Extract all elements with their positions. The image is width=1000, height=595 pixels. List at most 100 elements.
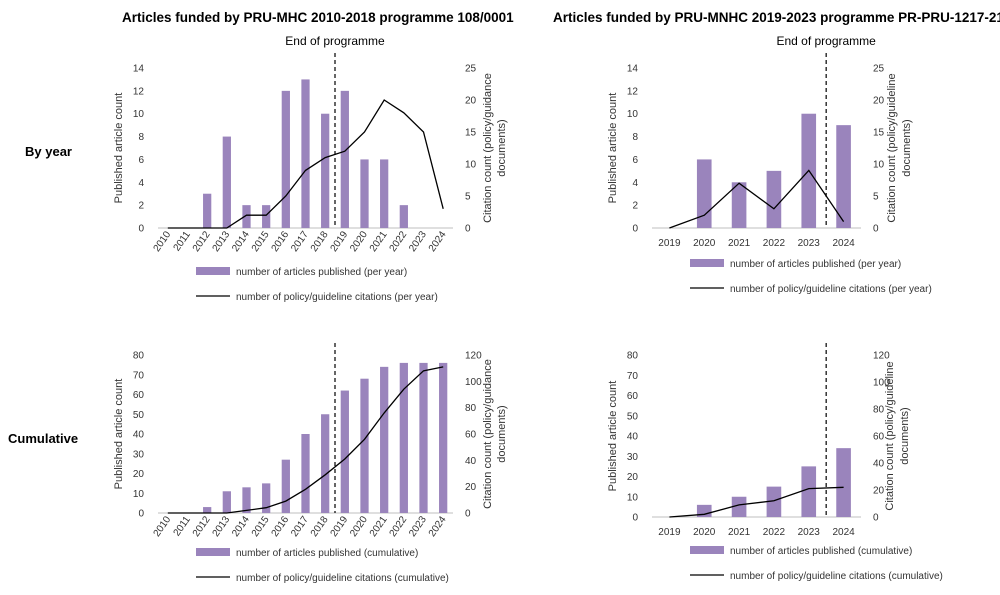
data-bar bbox=[281, 459, 290, 513]
legend-label-line: number of policy/guideline citations (cu… bbox=[730, 571, 943, 582]
data-bar bbox=[222, 136, 231, 228]
x-tick-label: 2021 bbox=[728, 238, 751, 249]
y-tick-label: 20 bbox=[627, 472, 639, 483]
data-bar bbox=[360, 159, 369, 228]
y-tick-label: 10 bbox=[627, 492, 639, 503]
legend-label-bar: number of articles published (cumulative… bbox=[730, 546, 912, 557]
y2-tick-label: 20 bbox=[465, 96, 477, 107]
y2-tick-label: 25 bbox=[873, 64, 885, 75]
y-tick-label: 6 bbox=[632, 155, 638, 166]
y-tick-label: 30 bbox=[627, 452, 639, 463]
data-bar bbox=[380, 366, 389, 513]
y2-tick-label: 80 bbox=[465, 403, 477, 414]
row-label-by-year: By year bbox=[25, 144, 72, 159]
left-column-title: Articles funded by PRU-MHC 2010-2018 pro… bbox=[122, 10, 514, 25]
y2-axis-title-line2: documents) bbox=[901, 119, 913, 176]
data-bar bbox=[380, 159, 389, 228]
y-tick-label: 70 bbox=[627, 371, 639, 382]
y-tick-label: 4 bbox=[138, 178, 144, 189]
y-axis-title: Published article count bbox=[113, 379, 125, 490]
legend-label-bar: number of articles published (cumulative… bbox=[236, 548, 418, 559]
y2-tick-label: 10 bbox=[873, 160, 885, 171]
x-tick-label: 2020 bbox=[693, 527, 716, 538]
x-tick-label: 2024 bbox=[832, 527, 855, 538]
data-bar bbox=[731, 182, 747, 228]
y2-tick-label: 60 bbox=[873, 432, 885, 443]
y-tick-label: 2 bbox=[138, 201, 144, 212]
y-tick-label: 10 bbox=[133, 489, 145, 500]
y2-tick-label: 15 bbox=[465, 128, 477, 139]
data-bar bbox=[242, 205, 251, 228]
y-tick-label: 12 bbox=[133, 86, 145, 97]
data-bar bbox=[340, 390, 349, 513]
row-label-cumulative: Cumulative bbox=[8, 431, 79, 446]
y2-tick-label: 20 bbox=[873, 486, 885, 497]
y-tick-label: 50 bbox=[133, 410, 145, 421]
data-bar bbox=[301, 79, 310, 228]
y2-tick-label: 0 bbox=[873, 513, 879, 524]
y2-axis-title-line1: Citation count (policy/guidance bbox=[482, 359, 494, 509]
data-bar bbox=[836, 125, 851, 228]
data-bar bbox=[262, 483, 271, 513]
x-tick-label: 2022 bbox=[763, 527, 786, 538]
y-tick-label: 60 bbox=[133, 390, 145, 401]
legend-label-line: number of policy/guideline citations (pe… bbox=[730, 284, 932, 295]
y-tick-label: 40 bbox=[627, 432, 639, 443]
data-bar bbox=[696, 159, 712, 228]
y2-tick-label: 20 bbox=[465, 482, 477, 493]
data-bar bbox=[360, 378, 369, 513]
x-tick-label: 2019 bbox=[658, 527, 681, 538]
citation-line bbox=[669, 486, 844, 518]
x-tick-label: 2023 bbox=[798, 238, 821, 249]
data-bar bbox=[281, 90, 290, 228]
y-tick-label: 60 bbox=[627, 391, 639, 402]
y2-tick-label: 100 bbox=[465, 377, 482, 388]
y2-tick-label: 20 bbox=[873, 96, 885, 107]
citation-line bbox=[669, 169, 845, 229]
legend-label-bar: number of articles published (per year) bbox=[730, 259, 901, 270]
y-tick-label: 10 bbox=[627, 109, 639, 120]
legend-label-line: number of policy/guideline citations (pe… bbox=[236, 292, 438, 303]
y-axis-title: Published article count bbox=[607, 93, 619, 204]
y-tick-label: 4 bbox=[632, 178, 638, 189]
legend-swatch-bar bbox=[196, 267, 230, 275]
y2-tick-label: 15 bbox=[873, 128, 885, 139]
data-bar bbox=[242, 487, 251, 513]
data-bar bbox=[340, 90, 349, 228]
y-tick-label: 12 bbox=[627, 86, 639, 97]
end-of-programme-label: End of programme bbox=[776, 34, 876, 48]
data-bar bbox=[399, 362, 408, 513]
y-axis-title: Published article count bbox=[607, 381, 619, 492]
data-bar bbox=[836, 448, 851, 517]
y2-tick-label: 5 bbox=[873, 192, 879, 203]
data-bar bbox=[222, 491, 231, 513]
y-tick-label: 0 bbox=[632, 224, 638, 235]
data-bar bbox=[203, 507, 212, 513]
y2-tick-label: 10 bbox=[465, 160, 477, 171]
citation-line bbox=[167, 366, 444, 514]
y-tick-label: 80 bbox=[627, 351, 639, 362]
y2-tick-label: 25 bbox=[465, 64, 477, 75]
right-column-title: Articles funded by PRU-MNHC 2019-2023 pr… bbox=[553, 10, 1000, 25]
y-tick-label: 20 bbox=[133, 469, 145, 480]
data-bar bbox=[321, 113, 330, 228]
y-tick-label: 8 bbox=[632, 132, 638, 143]
y2-tick-label: 100 bbox=[873, 378, 890, 389]
data-bar bbox=[399, 205, 408, 228]
y2-axis-title-line2: documents) bbox=[496, 119, 508, 176]
y2-tick-label: 5 bbox=[465, 192, 471, 203]
y2-tick-label: 120 bbox=[465, 351, 482, 362]
y2-tick-label: 0 bbox=[873, 224, 879, 235]
x-tick-label: 2024 bbox=[832, 238, 855, 249]
y2-tick-label: 0 bbox=[465, 509, 471, 520]
legend-swatch-bar bbox=[690, 546, 724, 554]
legend-swatch-bar bbox=[196, 548, 230, 556]
y2-axis-title-line1: Citation count (policy/guideline bbox=[884, 361, 896, 510]
y-tick-label: 40 bbox=[133, 430, 145, 441]
x-tick-label: 2022 bbox=[763, 238, 786, 249]
data-bar bbox=[766, 170, 782, 228]
x-tick-label: 2019 bbox=[658, 238, 681, 249]
y2-axis-title-line1: Citation count (policy/guideline bbox=[886, 73, 898, 222]
